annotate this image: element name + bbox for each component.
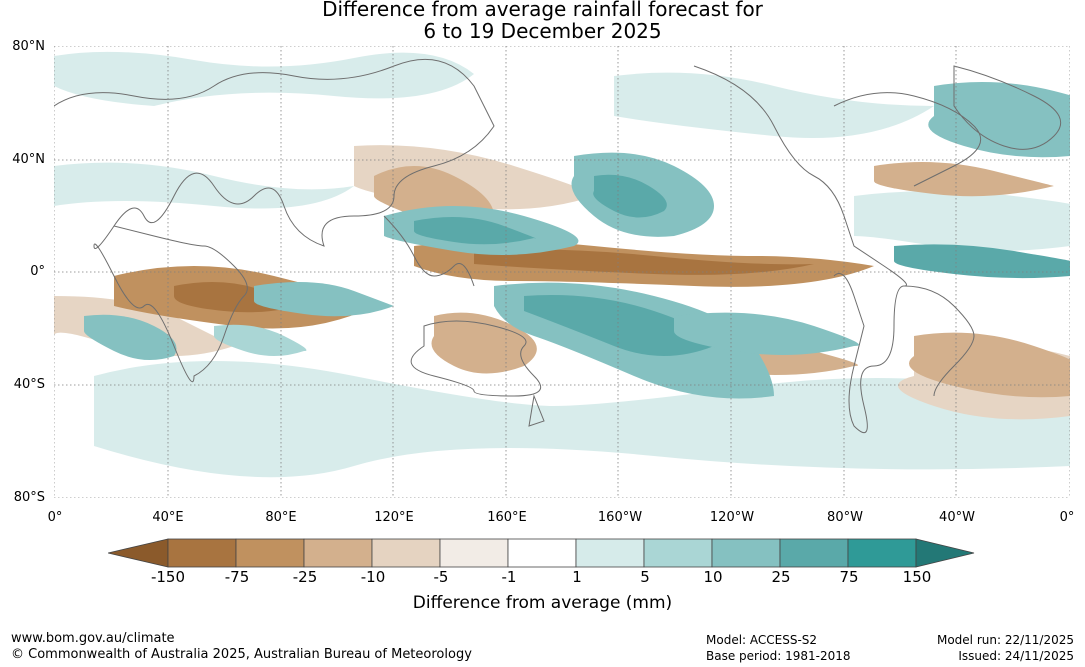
legend-title: Difference from average (mm): [412, 593, 673, 613]
legend-tick: -5: [433, 568, 449, 586]
footer-model: Model: ACCESS-S2: [706, 633, 818, 647]
lon-label-0-left: 0°: [47, 510, 63, 525]
footer-issued: Issued: 24/11/2025: [958, 649, 1074, 663]
legend-swatch: [711, 538, 781, 568]
legend-swatch: [235, 538, 305, 568]
legend-swatch-below-min: [108, 538, 169, 568]
map-title-line1: Difference from average rainfall forecas…: [322, 0, 763, 21]
rainfall-anomaly-map: [54, 46, 1070, 498]
lon-label-80e: 80°E: [265, 510, 297, 525]
coastlines: [54, 58, 1062, 434]
legend-tick: -10: [360, 568, 386, 586]
lon-label-120e: 120°E: [374, 510, 414, 525]
legend-tick: 75: [839, 568, 859, 586]
lon-label-80w: 80°W: [827, 510, 863, 525]
lat-label-80s: 80°S: [13, 490, 45, 505]
legend-tick: -25: [292, 568, 318, 586]
legend-tick: -150: [150, 568, 186, 586]
legend-tick: 150: [902, 568, 932, 586]
footer-base-period: Base period: 1981-2018: [706, 649, 851, 663]
lon-label-120w: 120°W: [709, 510, 755, 525]
legend-swatch: [779, 538, 849, 568]
legend-swatch: [371, 538, 441, 568]
lon-label-40w: 40°W: [939, 510, 975, 525]
legend-swatch-above-max: [915, 538, 975, 568]
wet-anomaly-regions: [84, 82, 1070, 399]
lat-label-40n: 40°N: [12, 152, 45, 167]
lat-label-80n: 80°N: [12, 39, 45, 54]
lon-label-0-right: 0°: [1059, 510, 1075, 525]
legend-colorbar: [108, 538, 975, 568]
legend-tick: -75: [224, 568, 250, 586]
graticule: [54, 46, 1070, 498]
legend-swatch: [167, 538, 237, 568]
legend-tick: -1: [501, 568, 517, 586]
lon-label-160w: 160°W: [597, 510, 643, 525]
lon-label-160e: 160°E: [487, 510, 527, 525]
legend-swatch: [575, 538, 645, 568]
lat-label-0: 0°: [30, 264, 45, 279]
legend-tick: 5: [640, 568, 650, 586]
lat-label-40s: 40°S: [13, 377, 45, 392]
legend-tick: 25: [771, 568, 791, 586]
legend-swatch: [643, 538, 713, 568]
map-title-line2: 6 to 19 December 2025: [423, 19, 662, 43]
legend-swatch: [847, 538, 917, 568]
footer-url[interactable]: www.bom.gov.au/climate: [11, 631, 175, 646]
legend-tick: 1: [572, 568, 582, 586]
legend-swatch: [507, 538, 577, 568]
footer-copyright: © Commonwealth of Australia 2025, Austra…: [11, 647, 472, 662]
legend-swatch: [439, 538, 509, 568]
footer-model-run: Model run: 22/11/2025: [936, 633, 1074, 647]
legend-swatch: [303, 538, 373, 568]
legend-tick: 10: [703, 568, 723, 586]
lon-label-40e: 40°E: [152, 510, 184, 525]
